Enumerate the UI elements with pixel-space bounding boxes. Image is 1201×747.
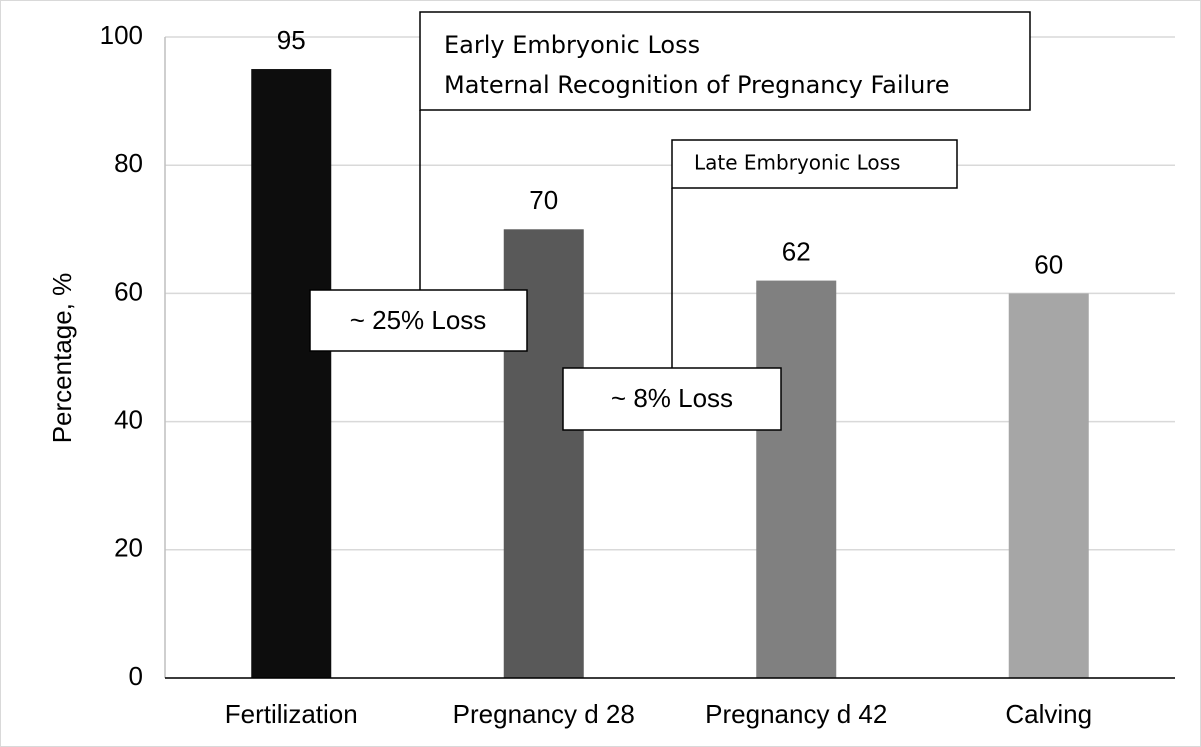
y-tick-label: 0 [129,661,143,691]
annotation: Late Embryonic Loss [694,151,900,175]
y-tick-label: 20 [114,533,143,563]
annotation: Early Embryonic Loss [444,31,700,59]
y-tick-label: 40 [114,404,143,434]
value-label: 62 [782,236,811,266]
annotation-box [671,139,958,189]
y-axis-label: Percentage, % [47,273,77,444]
annotation: ~ 25% Loss [350,305,487,335]
annotation-box [419,11,1031,111]
bar [1008,293,1089,678]
value-label: 95 [277,25,306,55]
y-tick-label: 60 [114,276,143,306]
value-label: 70 [529,185,558,215]
annotation-box [562,367,782,431]
annotation: ~ 8% Loss [611,383,733,413]
annotation: Maternal Recognition of Pregnancy Failur… [444,71,949,99]
x-tick-label: Calving [1005,699,1092,729]
bar [756,280,837,678]
bar [251,69,332,679]
annotation-box [309,289,528,352]
y-tick-label: 100 [100,20,143,50]
x-tick-label: Pregnancy d 42 [705,699,887,729]
x-tick-label: Pregnancy d 28 [453,699,635,729]
value-label: 60 [1034,249,1063,279]
x-tick-label: Fertilization [225,699,358,729]
y-tick-label: 80 [114,148,143,178]
